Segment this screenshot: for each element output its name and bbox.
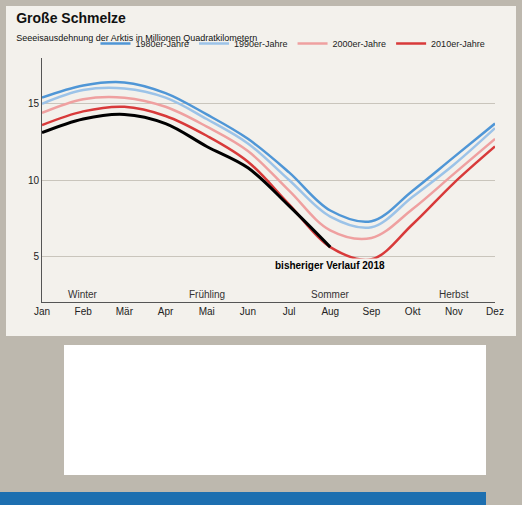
svg-text:Okt: Okt [405,306,421,317]
svg-text:bisheriger Verlauf 2018: bisheriger Verlauf 2018 [275,260,385,271]
svg-text:Feb: Feb [75,306,93,317]
svg-text:Winter: Winter [68,289,98,300]
svg-text:Mär: Mär [116,306,134,317]
svg-text:10: 10 [28,175,40,186]
svg-text:Große SchmelzeSeeeisausdehnung: Große SchmelzeSeeeisausdehnung der Arkti… [16,10,257,43]
svg-text:Sep: Sep [363,306,381,317]
svg-text:Sommer: Sommer [311,289,349,300]
svg-text:Apr: Apr [158,306,174,317]
svg-text:1980er-Jahre: 1980er-Jahre [135,39,189,49]
svg-text:15: 15 [28,98,40,109]
svg-text:2010er-Jahre: 2010er-Jahre [431,39,485,49]
svg-text:2000er-Jahre: 2000er-Jahre [333,39,387,49]
svg-text:Jan: Jan [34,306,50,317]
svg-text:Nov: Nov [445,306,463,317]
svg-text:Mai: Mai [199,306,215,317]
svg-text:Dez: Dez [486,306,504,317]
svg-text:Herbst: Herbst [439,289,469,300]
svg-text:Jun: Jun [240,306,256,317]
svg-text:5: 5 [33,251,39,262]
svg-text:Jul: Jul [283,306,296,317]
svg-text:1990er-Jahre: 1990er-Jahre [234,39,288,49]
svg-text:Aug: Aug [321,306,339,317]
svg-text:Frühling: Frühling [189,289,225,300]
